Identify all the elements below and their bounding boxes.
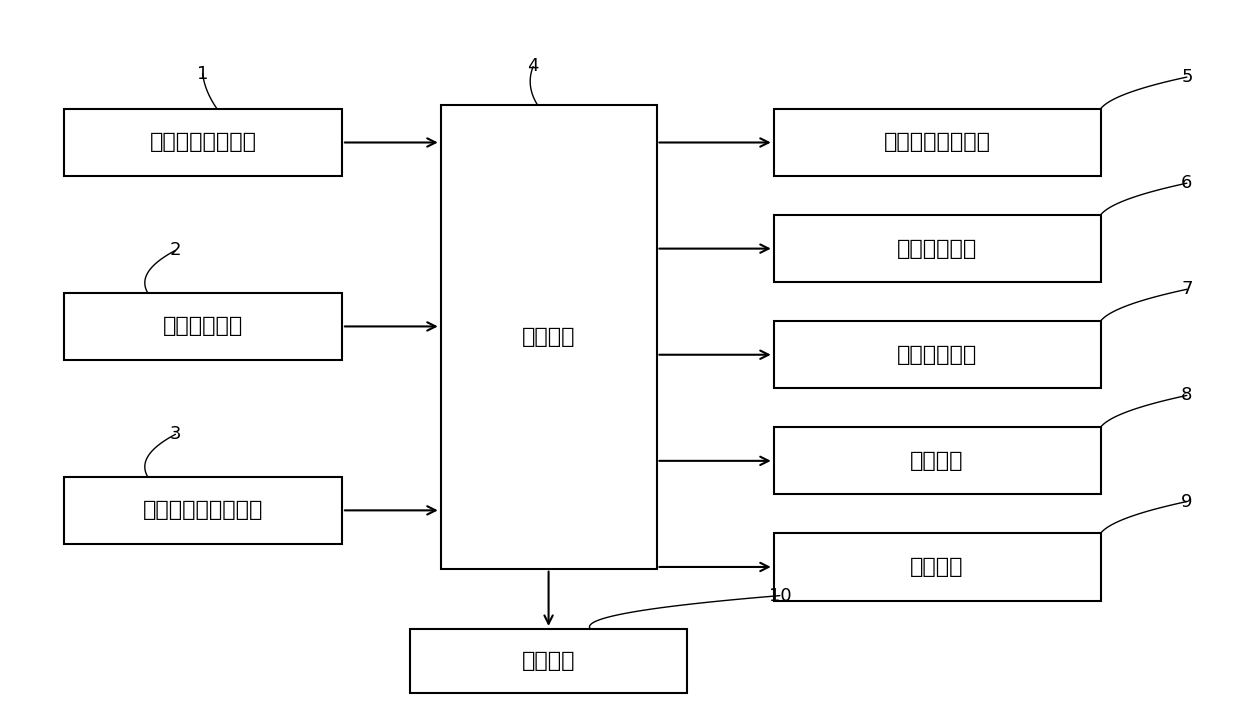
Text: 10: 10 xyxy=(768,587,792,605)
Bar xyxy=(64,477,342,544)
Bar xyxy=(773,321,1100,389)
Text: 1: 1 xyxy=(197,64,208,83)
Bar xyxy=(64,293,342,360)
Bar xyxy=(441,106,657,569)
Text: 分析模块: 分析模块 xyxy=(911,451,964,471)
Text: 8: 8 xyxy=(1181,386,1193,404)
Text: 7: 7 xyxy=(1181,280,1193,298)
Text: 模拟测试模块: 模拟测试模块 xyxy=(897,344,978,365)
Bar xyxy=(410,629,688,692)
Text: 6: 6 xyxy=(1181,174,1193,193)
Text: 3: 3 xyxy=(170,426,181,443)
Bar xyxy=(773,215,1100,282)
Text: 2: 2 xyxy=(170,242,181,260)
Text: 参数导入模块: 参数导入模块 xyxy=(897,239,978,259)
Text: 5: 5 xyxy=(1181,68,1193,86)
Text: 桥梁预应力检测模块: 桥梁预应力检测模块 xyxy=(142,501,264,520)
Text: 存储模块: 存储模块 xyxy=(911,557,964,577)
Text: 承重采集模块: 承重采集模块 xyxy=(164,317,243,337)
Text: 主控模块: 主控模块 xyxy=(522,327,575,347)
Text: 9: 9 xyxy=(1181,493,1193,511)
Text: 桥梁模型构建模块: 桥梁模型构建模块 xyxy=(883,133,991,153)
Bar xyxy=(64,109,342,176)
Bar xyxy=(773,109,1100,176)
Text: 显示模块: 显示模块 xyxy=(522,651,575,671)
Text: 4: 4 xyxy=(528,58,539,76)
Text: 桥梁图像采集模块: 桥梁图像采集模块 xyxy=(150,133,256,153)
Bar xyxy=(773,533,1100,600)
Bar xyxy=(773,427,1100,494)
